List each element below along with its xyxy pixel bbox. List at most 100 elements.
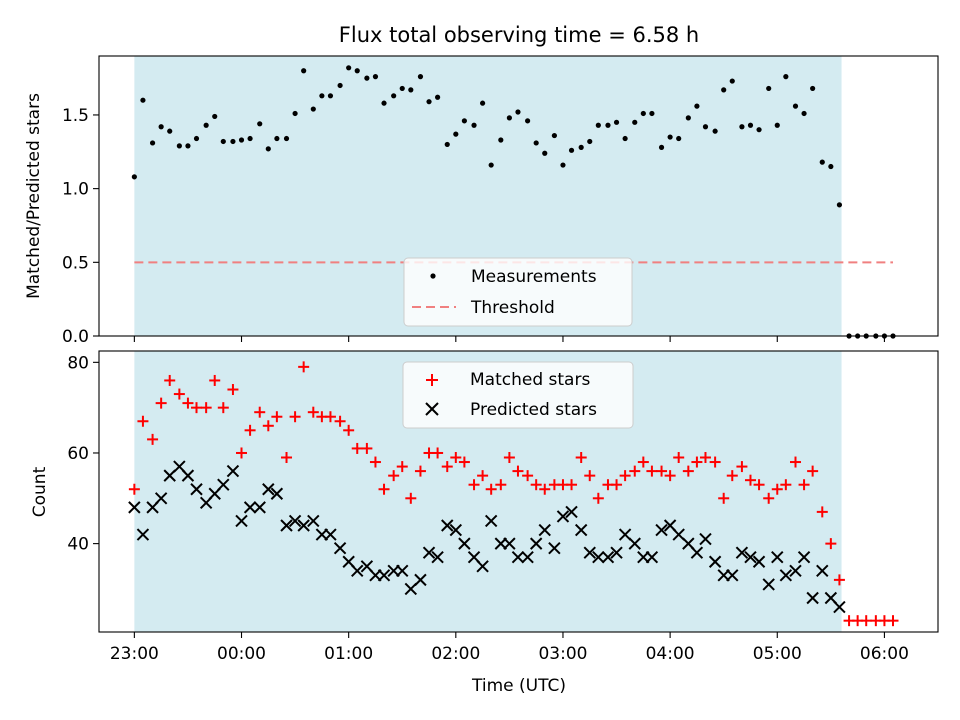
predicted-star-point — [181, 469, 195, 482]
measurement-point — [676, 135, 682, 142]
matched-star-point — [736, 461, 748, 473]
matched-star-point — [173, 388, 185, 400]
measurement-point — [712, 128, 718, 134]
bottom-xtick-label-4: 03:00 — [538, 644, 587, 664]
matched-star-point — [539, 483, 551, 495]
top-legend: Measurements Threshold — [403, 257, 633, 327]
measurement-point — [542, 150, 548, 156]
top-ytick-label-3: 1.5 — [62, 106, 89, 126]
top-ytick-label-2: 1.0 — [62, 180, 89, 200]
top-plot-frame — [98, 55, 939, 337]
bottom-x-axis: 23:00 00:00 01:00 02:00 03:00 04:00 05:00 06:00 — [110, 632, 909, 664]
matched-star-point — [307, 406, 319, 418]
predicted-star-point — [414, 573, 427, 587]
matched-star-point — [682, 465, 694, 477]
top-ytick-label-1: 0.5 — [62, 253, 89, 273]
matched-star-point — [825, 538, 837, 550]
measurement-point — [283, 135, 290, 142]
predicted-star-point — [511, 551, 525, 564]
measurement-point — [193, 135, 200, 142]
matched-star-point — [566, 479, 578, 491]
predicted-star-point — [324, 528, 337, 541]
measurement-point — [747, 122, 754, 128]
matched-star-point — [763, 492, 775, 504]
bottom-xtick-label-2: 01:00 — [324, 644, 373, 664]
bottom-ytick-label-1: 60 — [67, 444, 89, 464]
predicted-star-point — [690, 546, 704, 559]
top-panel: 0.0 0.5 1.0 1.5 Matched/Predicted stars Mea… — [24, 55, 939, 347]
measurement-point — [810, 85, 816, 92]
predicted-star-point — [307, 514, 320, 528]
bottom-legend: Matched stars Predicted stars — [402, 361, 634, 429]
matched-star-point — [789, 456, 801, 468]
matched-star-point — [807, 465, 819, 477]
matched-star-point — [860, 615, 872, 627]
predicted-star-point — [136, 528, 150, 541]
measurement-point — [515, 109, 521, 115]
matched-star-point — [209, 374, 221, 386]
measurement-point — [257, 121, 263, 127]
measurement-point — [729, 78, 735, 84]
measurement-point — [792, 103, 799, 109]
matched-star-point — [217, 402, 229, 414]
matched-star-point — [833, 574, 845, 586]
bottom-plot-frame — [98, 350, 939, 633]
matched-star-point — [137, 415, 149, 427]
matched-star-point — [147, 433, 159, 445]
matched-star-point — [324, 411, 336, 423]
matched-star-point — [441, 461, 453, 473]
bottom-xtick-label-5: 04:00 — [646, 644, 695, 664]
predicted-star-point — [592, 551, 605, 564]
matched-star-point — [744, 474, 756, 486]
predicted-star-point — [610, 546, 623, 559]
predicted-star-point — [583, 546, 596, 559]
matched-star-point — [244, 424, 256, 436]
predicted-star-point — [243, 501, 257, 514]
matched-star-point — [629, 465, 641, 477]
measurement-point — [828, 163, 834, 170]
predicted-star-point — [645, 551, 659, 564]
matched-star-point — [164, 374, 176, 386]
legend-matched-label: Matched stars — [470, 370, 590, 390]
predicted-star-point — [280, 519, 293, 532]
matched-star-point — [298, 361, 310, 373]
bottom-ytick-label-2: 80 — [67, 353, 89, 373]
matched-star-point — [530, 479, 542, 491]
measurement-point — [480, 100, 486, 106]
bottom-y-axis-label: Count — [30, 466, 50, 517]
matched-star-point — [369, 456, 381, 468]
legend-matched-marker — [426, 374, 438, 386]
measurement-point — [149, 140, 156, 146]
measurement-point — [525, 118, 531, 124]
bottom-xtick-label-6: 05:00 — [753, 644, 802, 664]
measurement-point — [319, 93, 325, 99]
measurement-point — [640, 110, 646, 117]
measurement-point — [140, 97, 146, 103]
matched-star-point — [611, 479, 623, 491]
matched-star-point — [575, 452, 587, 464]
matched-star-point — [289, 411, 301, 423]
measurement-point — [766, 85, 772, 92]
matched-star-point — [450, 452, 462, 464]
matched-star-point — [236, 447, 248, 459]
matched-star-point — [388, 470, 400, 482]
matched-star-point — [155, 397, 167, 409]
matched-star-point — [227, 384, 239, 396]
predicted-star-point — [128, 501, 141, 514]
predicted-star-point — [672, 528, 685, 541]
predicted-star-point — [548, 541, 561, 555]
matched-star-point — [522, 470, 534, 482]
measurement-point — [399, 85, 405, 92]
predicted-stars-points — [128, 460, 846, 614]
bottom-xtick-label-3: 02:00 — [431, 644, 480, 664]
measurement-point — [426, 99, 432, 105]
bottom-xtick-label-7: 06:00 — [860, 644, 909, 664]
predicted-star-point — [699, 532, 712, 546]
measurement-point — [756, 127, 762, 133]
matched-star-point — [378, 483, 390, 495]
matched-star-point — [396, 461, 408, 473]
measurement-point — [667, 134, 673, 140]
predicted-star-point — [217, 478, 230, 491]
measurement-point — [408, 87, 414, 93]
